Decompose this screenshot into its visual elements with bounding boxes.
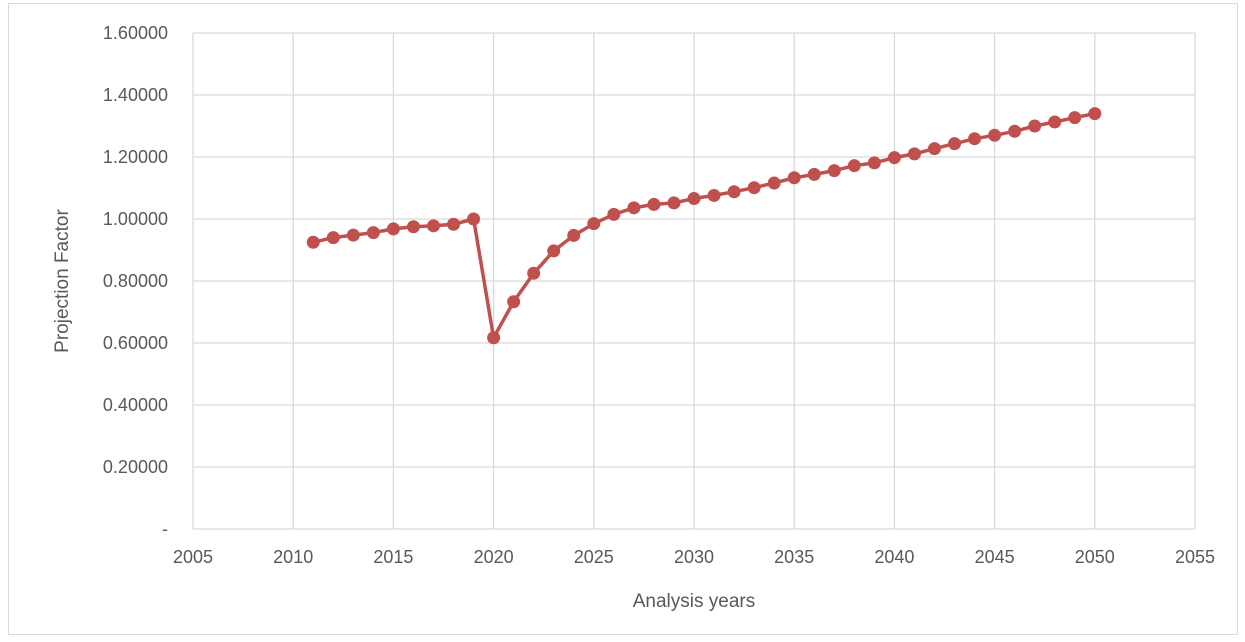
data-point (1068, 111, 1082, 125)
data-point (467, 212, 481, 226)
data-point (907, 147, 921, 161)
data-point (707, 188, 721, 202)
y-tick-label: 0.40000 (103, 395, 168, 415)
data-point (406, 220, 420, 234)
x-tick-label: 2005 (173, 547, 213, 567)
x-tick-label: 2020 (474, 547, 514, 567)
data-point (948, 137, 962, 151)
data-point (306, 235, 320, 249)
data-point (1008, 124, 1022, 138)
data-point (747, 181, 761, 195)
data-point (687, 192, 701, 206)
y-tick-label: 1.20000 (103, 147, 168, 167)
data-point (527, 266, 541, 280)
series-line (312, 111, 1096, 340)
data-point (968, 132, 982, 146)
data-point (927, 142, 941, 156)
gridlines (192, 32, 1196, 530)
x-tick-label: 2030 (674, 547, 714, 567)
y-axis-title: Projection Factor (52, 209, 73, 353)
data-point (547, 244, 561, 258)
data-point (386, 222, 400, 236)
data-point (867, 156, 881, 170)
x-tick-label: 2010 (273, 547, 313, 567)
data-point (567, 228, 581, 242)
data-point (727, 185, 741, 199)
data-point (887, 151, 901, 165)
data-point (587, 217, 601, 231)
data-point (366, 226, 380, 240)
data-point (1048, 115, 1062, 129)
x-tick-label: 2055 (1175, 547, 1215, 567)
y-tick-labels: - 0.20000 0.40000 0.60000 0.80000 1.00000 1.20… (103, 23, 168, 539)
y-tick-label: 0.20000 (103, 457, 168, 477)
data-point (326, 231, 340, 245)
data-point (767, 176, 781, 190)
x-tick-labels: 2005 2010 2015 2020 2025 2030 2035 2040 2045 2050… (173, 547, 1215, 567)
data-point (847, 159, 861, 173)
data-point (827, 164, 841, 178)
y-tick-label: 1.60000 (103, 23, 168, 43)
data-point (1028, 119, 1042, 133)
data-point (1088, 107, 1102, 121)
data-point (627, 201, 641, 215)
x-tick-label: 2050 (1075, 547, 1115, 567)
data-point (988, 128, 1002, 142)
data-point (607, 207, 621, 221)
x-tick-label: 2025 (574, 547, 614, 567)
x-tick-label: 2035 (774, 547, 814, 567)
x-axis-title: Analysis years (633, 591, 756, 612)
y-tick-label: 1.00000 (103, 209, 168, 229)
series-layer (306, 107, 1102, 345)
data-point (667, 196, 681, 210)
data-point (647, 197, 661, 211)
y-tick-label: 0.80000 (103, 271, 168, 291)
y-tick-label: 0.60000 (103, 333, 168, 353)
y-tick-label: - (162, 519, 168, 539)
x-tick-label: 2040 (874, 547, 914, 567)
data-point (346, 228, 360, 242)
data-point (426, 219, 440, 233)
data-point (507, 295, 521, 309)
data-point (787, 171, 801, 185)
chart-frame (8, 3, 1238, 635)
data-point (487, 331, 501, 345)
data-point (807, 167, 821, 181)
x-tick-label: 2015 (373, 547, 413, 567)
x-tick-label: 2045 (975, 547, 1015, 567)
y-tick-label: 1.40000 (103, 85, 168, 105)
data-point (447, 217, 461, 231)
